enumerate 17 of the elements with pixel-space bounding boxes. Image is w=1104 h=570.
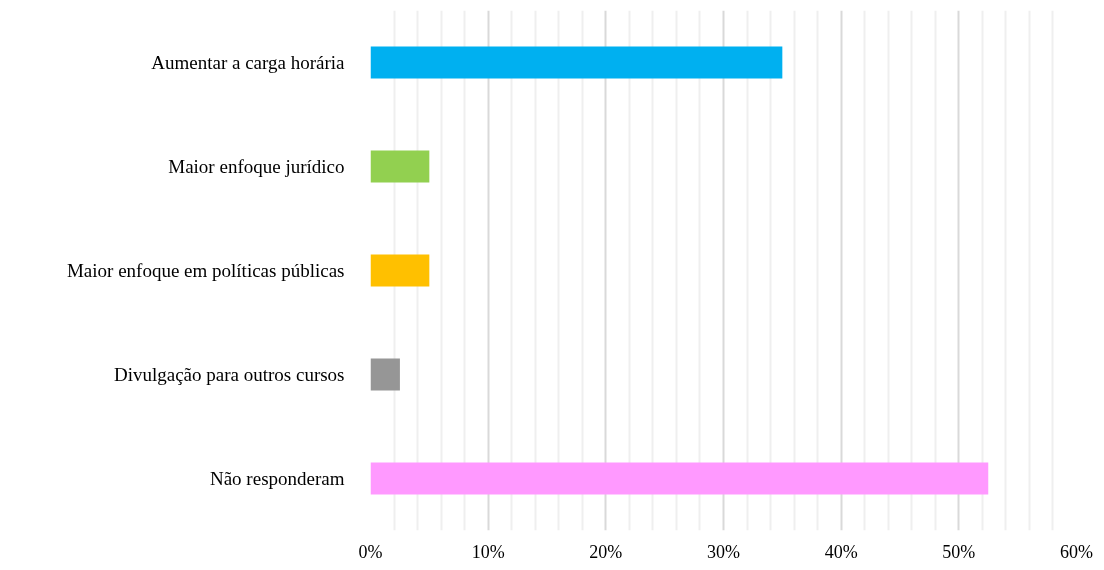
y-tick-label: Divulgação para outros cursos [113, 364, 345, 385]
bar [370, 462, 989, 495]
x-tick-label: 0% [358, 541, 383, 562]
y-tick-label: Maior enfoque jurídico [168, 156, 345, 177]
y-tick-label: Não responderam [209, 468, 345, 489]
bar [370, 150, 430, 183]
x-tick-label: 60% [1060, 541, 1093, 562]
x-tick-label: 50% [942, 541, 976, 562]
y-tick-label: Aumentar a carga horária [151, 52, 346, 73]
y-tick-label: Maior enfoque em políticas públicas [66, 260, 345, 281]
x-tick-label: 20% [589, 541, 623, 562]
x-tick-label: 10% [471, 541, 505, 562]
bar [370, 358, 400, 391]
x-tick-label: 40% [824, 541, 858, 562]
x-tick-label: 30% [707, 541, 740, 562]
bar [370, 46, 783, 79]
bar [370, 254, 430, 287]
